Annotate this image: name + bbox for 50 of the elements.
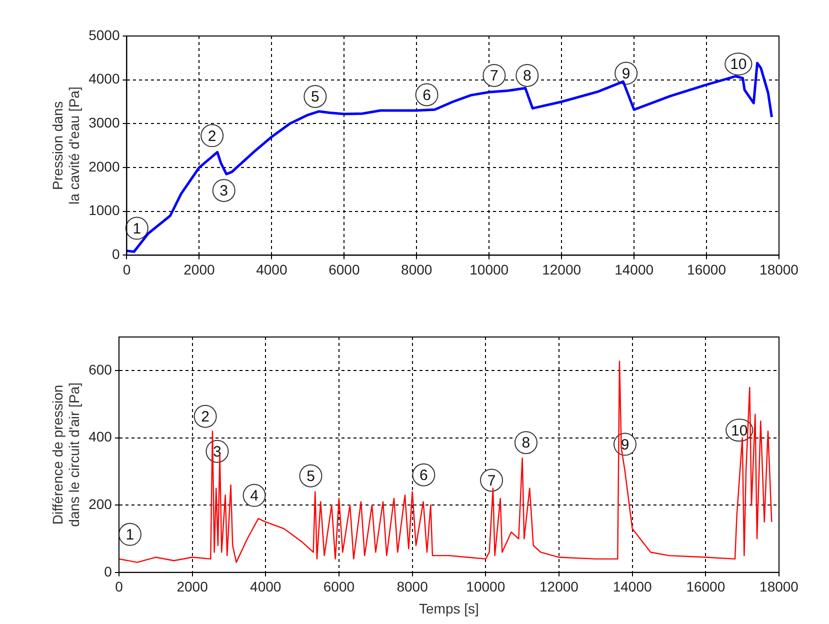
- y-tick-label: 3000: [88, 114, 120, 131]
- annotation: 3: [213, 443, 222, 460]
- x-tick-label: 6000: [323, 578, 355, 595]
- x-tick-label: 4000: [256, 261, 288, 278]
- x-tick-label: 2000: [176, 578, 208, 595]
- x-tick-label: 12000: [540, 578, 579, 595]
- annotation: 10: [731, 422, 748, 440]
- x-tick-label: 4000: [250, 578, 282, 595]
- x-tick-label: 16000: [687, 261, 726, 278]
- annotation: 9: [622, 65, 630, 82]
- y-tick-label: 600: [88, 361, 112, 378]
- annotation: 2: [201, 408, 210, 426]
- annotation: 5: [311, 88, 320, 106]
- y-tick-label: 400: [88, 428, 112, 445]
- y-axis-title: Pression dans la cavité d'eau [Pa]: [49, 86, 82, 205]
- annotation: 7: [487, 472, 496, 490]
- annotation: 8: [522, 434, 530, 452]
- y-axis-title: Différence de pression dans le circuit d'air [Pa]: [49, 382, 82, 527]
- x-tick-label: 14000: [614, 261, 654, 278]
- annotation: 10: [730, 56, 747, 74]
- x-tick-label: 2000: [184, 261, 215, 278]
- x-tick-label: 18000: [760, 578, 799, 595]
- annotation: 8: [522, 68, 532, 85]
- annotation: 4: [250, 488, 258, 505]
- x-tick-label: 8000: [396, 578, 428, 595]
- x-axis-title: Temps [s]: [419, 600, 479, 616]
- annotation: 7: [490, 68, 498, 85]
- y-tick-label: 2000: [88, 158, 120, 174]
- annotation: 6: [420, 467, 428, 484]
- x-tick-label: 16000: [686, 578, 726, 595]
- x-tick-label: 10000: [470, 261, 509, 278]
- x-tick-label: 12000: [542, 261, 582, 278]
- x-tick-label: 10000: [466, 578, 506, 595]
- y-tick-label: 4000: [88, 70, 120, 87]
- y-tick-label: 200: [88, 496, 112, 512]
- annotation: 2: [208, 128, 216, 145]
- annotation: 1: [126, 526, 134, 544]
- annotation: 5: [306, 468, 315, 486]
- annotation: 6: [422, 86, 431, 104]
- annotation: 3: [220, 182, 228, 200]
- x-tick-label: 18000: [760, 261, 799, 278]
- y-tick-label: 0: [104, 563, 112, 580]
- x-tick-label: 6000: [328, 261, 360, 278]
- y-tick-label: 1000: [88, 202, 120, 218]
- y-tick-label: 5000: [88, 26, 120, 43]
- x-tick-label: 14000: [612, 578, 652, 595]
- x-tick-label: 8000: [401, 261, 432, 278]
- annotation: 1: [132, 220, 142, 238]
- x-tick-label: 0: [122, 261, 131, 278]
- y-tick-label: 0: [112, 246, 120, 262]
